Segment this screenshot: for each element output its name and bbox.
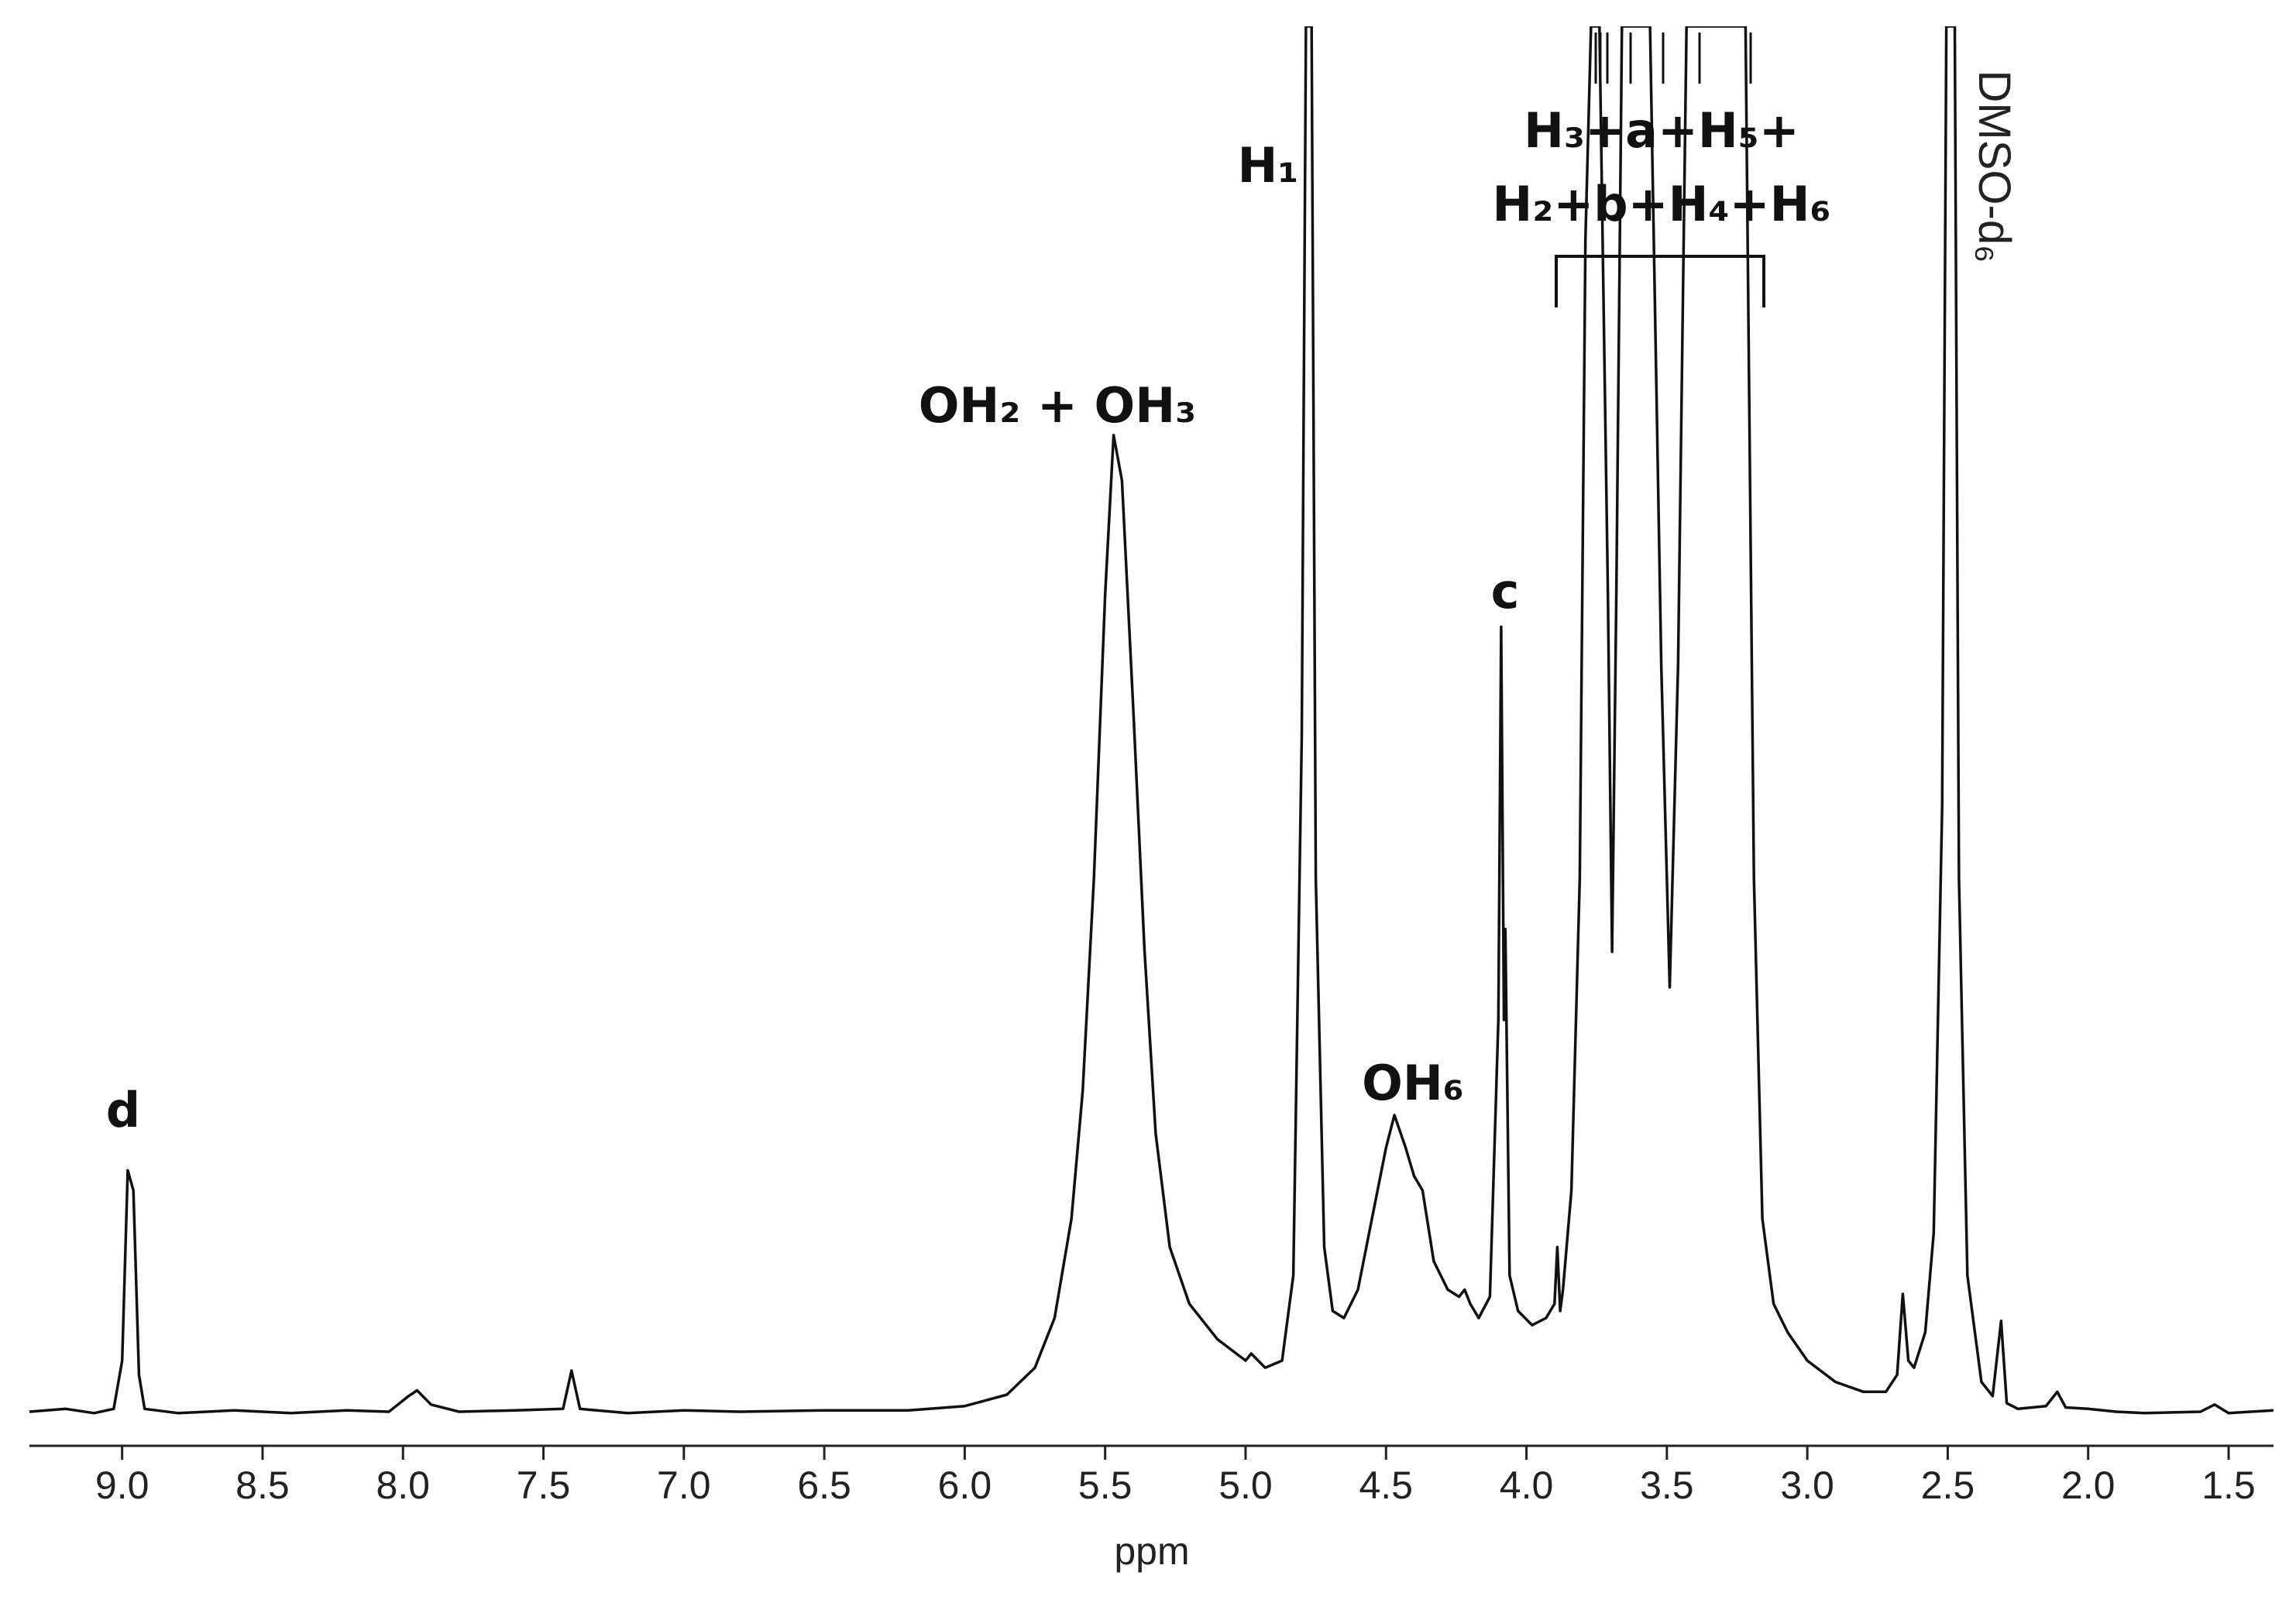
x-tick-label: 5.0 — [1218, 1464, 1273, 1507]
x-tick-label: 8.5 — [235, 1464, 290, 1507]
peak-label: OH₆ — [1362, 1055, 1464, 1111]
bracket — [1555, 255, 1765, 307]
x-tick-label: 5.5 — [1078, 1464, 1133, 1507]
peak-label: H₃+a+H₅+ — [1524, 102, 1799, 159]
x-tick-label: 4.5 — [1359, 1464, 1413, 1507]
x-axis-label: ppm — [1114, 1529, 1189, 1573]
x-tick-label: 3.0 — [1780, 1464, 1834, 1507]
peak-label: H₁ — [1237, 137, 1298, 194]
peak-label: d — [106, 1082, 140, 1138]
x-tick-label: 8.0 — [376, 1464, 430, 1507]
peak-label: OH₂ + OH₃ — [919, 377, 1197, 434]
peak-label: H₂+b+H₄+H₆ — [1492, 176, 1830, 232]
x-tick-label: 7.0 — [657, 1464, 711, 1507]
x-tick-label: 3.5 — [1640, 1464, 1694, 1507]
x-tick-label: 2.5 — [1921, 1464, 1975, 1507]
spectrum-line — [29, 26, 2274, 1415]
x-tick-label: 9.0 — [95, 1464, 150, 1507]
x-tick-label: 6.5 — [797, 1464, 851, 1507]
solvent-label: DMSO-d₆ — [1969, 70, 2019, 263]
multiplet-sticks — [1594, 33, 1752, 84]
x-tick-label: 1.5 — [2201, 1464, 2256, 1507]
x-tick-label: 2.0 — [2061, 1464, 2116, 1507]
x-tick-label: 7.5 — [517, 1464, 571, 1507]
x-tick-label: 6.0 — [938, 1464, 992, 1507]
x-tick-label: 4.0 — [1500, 1464, 1554, 1507]
peak-label: c — [1491, 563, 1520, 620]
